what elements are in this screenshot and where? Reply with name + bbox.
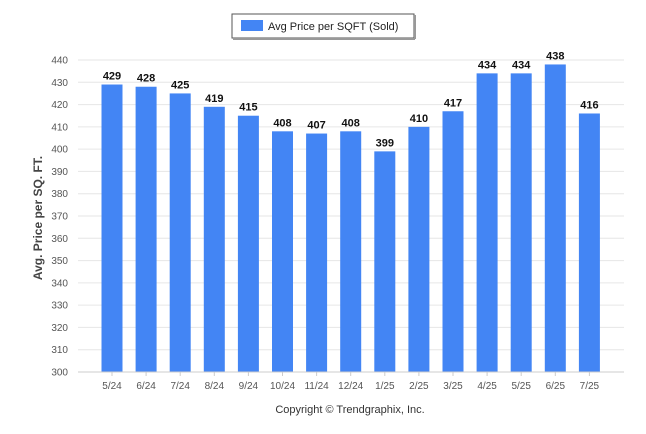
x-tick-label: 8/24: [205, 381, 225, 392]
x-tick-label: 11/24: [304, 381, 329, 392]
bars: [101, 64, 600, 373]
bar-3-25: [442, 111, 464, 372]
x-tick-label: 5/25: [511, 381, 531, 392]
y-tick-label: 300: [51, 368, 68, 379]
data-label: 415: [239, 102, 257, 114]
bar-7-24: [169, 93, 191, 372]
data-labels: 429 428 425 419 415 408 407 408 399 410 417 434 434 4…: [103, 50, 599, 149]
y-tick-label: 440: [51, 56, 68, 67]
y-tick-label: 350: [51, 256, 68, 267]
x-tick-label: 9/24: [239, 381, 259, 392]
bar-8-24: [203, 106, 225, 373]
data-label: 410: [410, 113, 428, 125]
bar-1-25: [374, 151, 396, 372]
data-label: 408: [342, 117, 360, 129]
y-tick-label: 420: [51, 100, 68, 111]
data-label: 429: [103, 71, 121, 83]
bar-5-25: [510, 73, 532, 372]
legend-swatch: [241, 20, 263, 31]
data-label: 407: [307, 120, 325, 132]
bar-4-25: [476, 73, 498, 372]
y-tick-label: 310: [51, 345, 68, 356]
bar-7-25: [578, 113, 600, 372]
bar-5-24: [101, 84, 123, 372]
data-label: 417: [444, 97, 462, 109]
bar-6-25: [544, 64, 566, 372]
data-label: 428: [137, 73, 155, 85]
bar-10-24: [272, 131, 293, 372]
x-tick-label: 10/24: [270, 381, 295, 392]
y-tick-label: 390: [51, 167, 68, 178]
bar-9-24: [237, 115, 259, 372]
x-tick-label: 7/24: [170, 381, 190, 392]
x-tick-label: 7/25: [580, 381, 600, 392]
copyright-text: Copyright © Trendgraphix, Inc.: [275, 404, 424, 416]
x-tick-label: 6/25: [546, 381, 566, 392]
y-tick-label: 320: [51, 323, 68, 334]
x-tick-label: 1/25: [375, 381, 395, 392]
y-tick-label: 410: [51, 122, 68, 133]
bar-2-25: [408, 126, 430, 372]
legend-label: Avg Price per SQFT (Sold): [268, 21, 398, 33]
data-label: 425: [171, 79, 189, 91]
data-label: 434: [478, 59, 497, 71]
y-tick-label: 400: [51, 145, 68, 156]
y-axis-ticks: 300 310 320 330 340 350 360 370 380 390 400 410 420 4…: [51, 56, 68, 379]
y-axis-label: Avg. Price per SQ. FT.: [31, 156, 45, 280]
y-tick-label: 380: [51, 189, 68, 200]
y-tick-label: 330: [51, 301, 68, 312]
bar-6-24: [135, 86, 157, 372]
data-label: 438: [546, 50, 564, 62]
y-tick-label: 360: [51, 234, 68, 245]
x-tick-label: 6/24: [136, 381, 156, 392]
y-tick-label: 430: [51, 78, 68, 89]
data-label: 399: [376, 137, 394, 149]
data-label: 434: [512, 59, 531, 71]
y-tick-label: 370: [51, 212, 68, 223]
bar-11-24: [306, 133, 328, 372]
bar-12-24: [340, 131, 362, 372]
x-tick-label: 4/25: [477, 381, 497, 392]
x-tick-label: 5/24: [102, 381, 122, 392]
data-label: 419: [205, 93, 223, 105]
x-tick-label: 2/25: [409, 381, 429, 392]
data-label: 416: [580, 99, 598, 111]
x-tick-label: 12/24: [338, 381, 363, 392]
x-tick-label: 3/25: [443, 381, 463, 392]
x-axis-ticks: 5/24 6/24 7/24 8/24 9/24 10/24 11/24 12/24 1/25 2…: [102, 372, 600, 392]
data-label: 408: [273, 117, 291, 129]
legend: Avg Price per SQFT (Sold): [231, 13, 416, 40]
y-tick-label: 340: [51, 278, 68, 289]
